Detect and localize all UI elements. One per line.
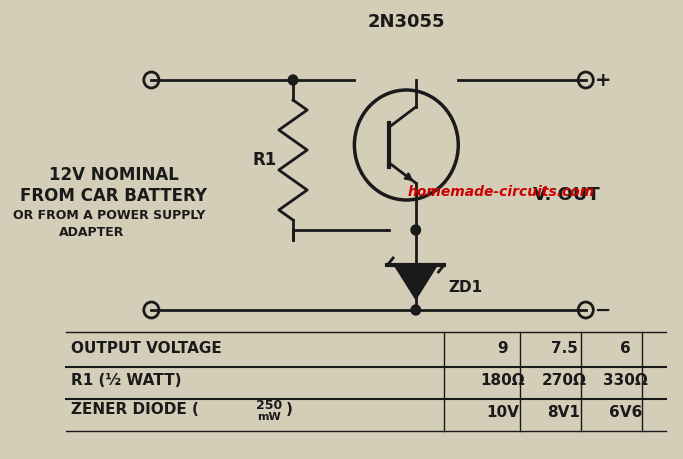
Text: ZD1: ZD1 <box>449 280 483 295</box>
Text: 6: 6 <box>620 341 631 356</box>
Text: 250: 250 <box>256 398 283 412</box>
Circle shape <box>411 225 421 235</box>
Text: 2N3055: 2N3055 <box>367 13 445 31</box>
Text: R1 (½ WATT): R1 (½ WATT) <box>71 373 182 387</box>
Text: ): ) <box>285 402 292 416</box>
Text: OUTPUT VOLTAGE: OUTPUT VOLTAGE <box>71 341 222 356</box>
Text: V. OUT: V. OUT <box>533 186 600 204</box>
Text: 330Ω: 330Ω <box>603 373 647 387</box>
Text: FROM CAR BATTERY: FROM CAR BATTERY <box>20 187 207 205</box>
Text: mW: mW <box>257 412 281 422</box>
Text: 270Ω: 270Ω <box>542 373 587 387</box>
Circle shape <box>288 75 298 85</box>
Text: OR FROM A POWER SUPPLY: OR FROM A POWER SUPPLY <box>13 208 205 222</box>
Text: homemade-circuits.com: homemade-circuits.com <box>407 185 594 199</box>
Text: 12V NOMINAL: 12V NOMINAL <box>48 166 178 184</box>
Text: 10V: 10V <box>486 404 519 420</box>
Text: ADAPTER: ADAPTER <box>59 225 124 239</box>
Text: 7.5: 7.5 <box>550 341 577 356</box>
Text: 180Ω: 180Ω <box>480 373 525 387</box>
Polygon shape <box>395 265 436 298</box>
Text: R1: R1 <box>253 151 277 169</box>
Text: 8V1: 8V1 <box>548 404 581 420</box>
Text: 9: 9 <box>497 341 508 356</box>
Text: +: + <box>594 71 611 90</box>
Text: −: − <box>594 301 611 319</box>
Circle shape <box>411 305 421 315</box>
Text: 6V6: 6V6 <box>609 404 642 420</box>
Text: ZENER DIODE (: ZENER DIODE ( <box>71 402 199 416</box>
